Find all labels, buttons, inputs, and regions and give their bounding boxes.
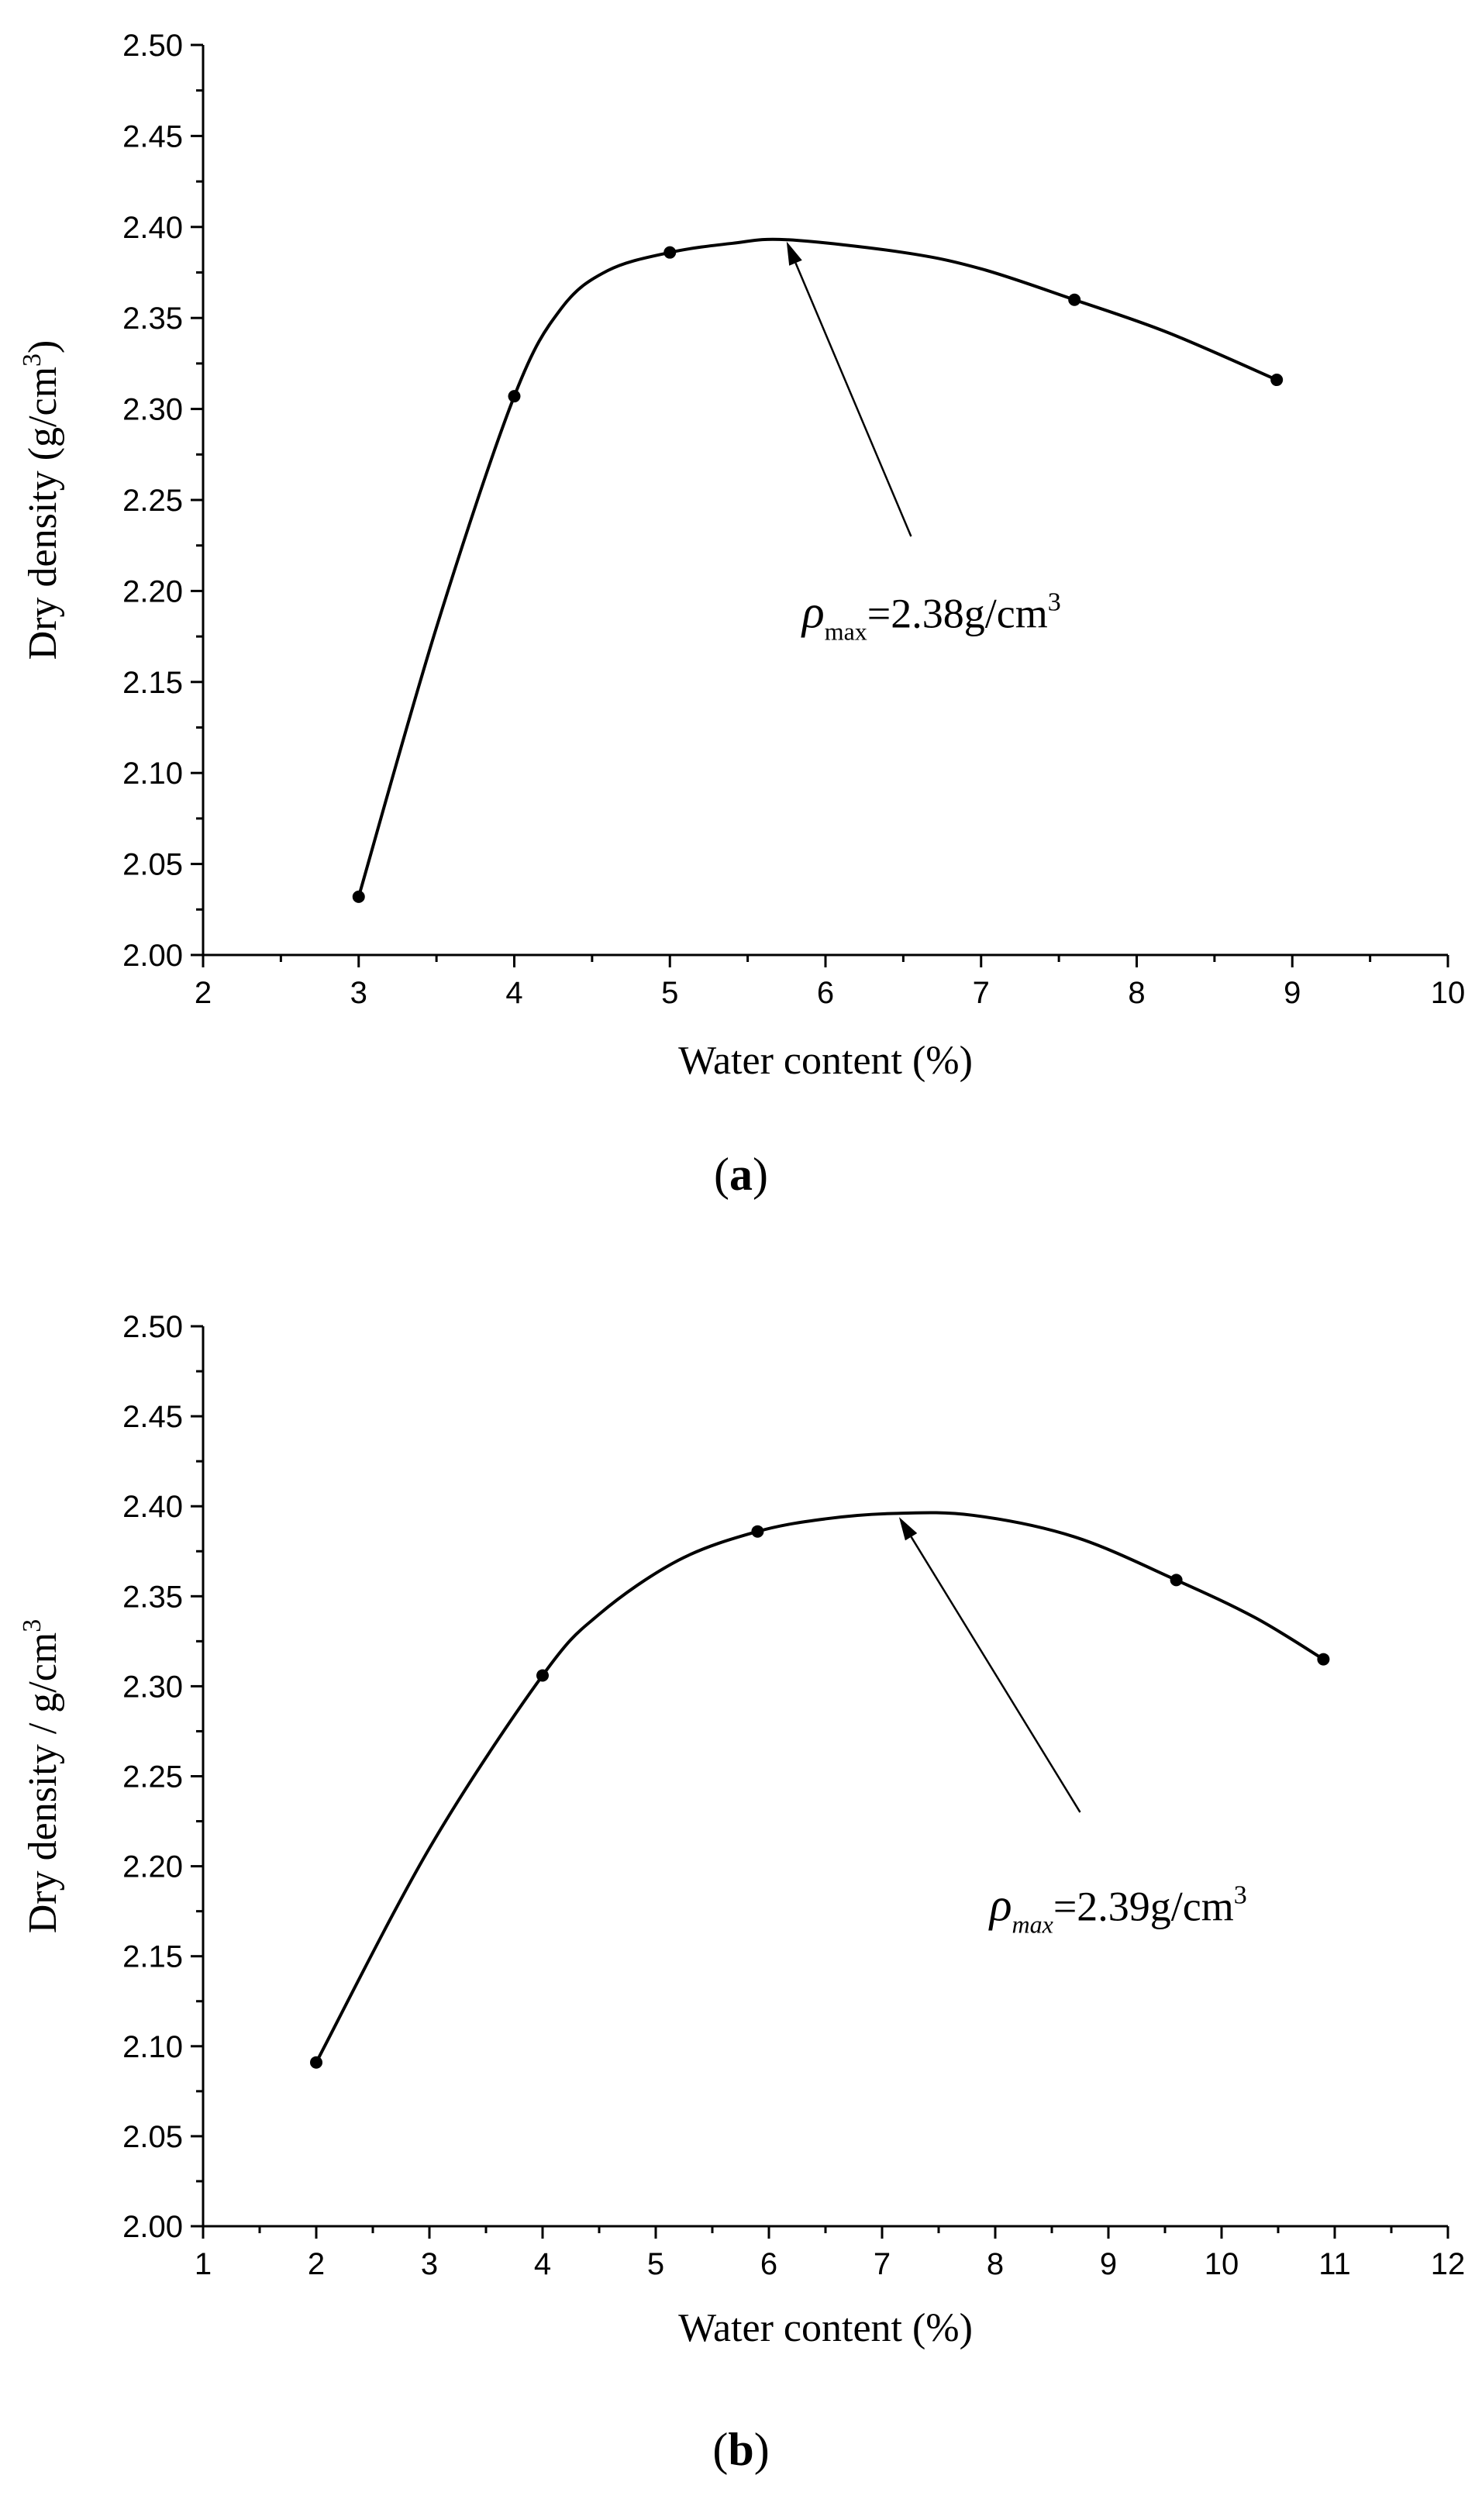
annotation-symbol: ρ — [988, 1879, 1012, 1930]
y-tick-label: 2.50 — [122, 29, 183, 63]
y-axis-title: Dry density / g/cm3 — [18, 1619, 65, 1934]
x-tick-label: 12 — [1431, 2247, 1466, 2281]
annotation-subscript: max — [1012, 1910, 1053, 1938]
y-axis-title-close: ) — [21, 340, 65, 353]
x-tick-label: 4 — [505, 976, 522, 1010]
y-tick-label: 2.40 — [122, 211, 183, 245]
data-point — [751, 1525, 764, 1538]
x-tick-label: 2 — [308, 2247, 325, 2281]
y-tick-label: 2.15 — [122, 1940, 183, 1974]
annotation-symbol: ρ — [801, 586, 825, 637]
annotation-value: =2.39g/cm — [1053, 1883, 1234, 1929]
y-axis-title-sup: 3 — [18, 353, 47, 367]
y-tick-label: 2.20 — [122, 1850, 183, 1884]
y-axis-title-main: Dry density (g/cm — [21, 367, 65, 660]
fit-curve — [315, 1511, 1325, 2063]
x-tick-label: 6 — [760, 2247, 777, 2281]
chart-panel-b: 1 2 3 4 5 6 7 8 9 10 11 12 2.00 2.05 2.10 2.15 2.20 2.25 2… — [0, 1260, 1482, 2520]
y-tick-label: 2.15 — [122, 666, 183, 700]
chart-panel-a: 2 3 4 5 6 7 8 9 10 2.00 2.05 2.10 2.15 2.20 2.25 2.30 2.… — [18, 29, 1466, 1200]
chart-b: 1 2 3 4 5 6 7 8 9 10 11 122.002.052.102.152.202.252… — [18, 1310, 1466, 2475]
x-tick-label: 8 — [987, 2247, 1004, 2281]
x-tick-label: 3 — [350, 976, 367, 1010]
data-point — [1317, 1653, 1330, 1666]
x-tick-label: 5 — [647, 2247, 664, 2281]
x-tick-label: 11 — [1318, 2247, 1351, 2281]
panel-label: (b) — [712, 2424, 769, 2475]
annotation-sup: 3 — [1234, 1881, 1247, 1909]
max-density-annotation: ρmax=2.39g/cm3 — [988, 1879, 1247, 1938]
annotation-arrow — [794, 262, 912, 537]
y-tick-label: 2.25 — [122, 484, 183, 518]
y-tick-label: 2.30 — [122, 393, 183, 427]
y-tick-label: 2.25 — [122, 1760, 183, 1794]
x-tick-label: 6 — [817, 976, 834, 1010]
data-point — [1170, 1574, 1183, 1587]
panel-label: (a) — [714, 1149, 768, 1200]
x-tick-label: 10 — [1431, 976, 1466, 1010]
data-point — [536, 1669, 549, 1682]
y-axis-title-main: Dry density / g/cm — [21, 1632, 65, 1934]
chart-a: 2 3 4 5 6 7 8 9 10 2.00 2.05 2.10 2.15 2.20 2.25 2.30 2.… — [18, 29, 1466, 1200]
x-axis-title: Water content (%) — [678, 2306, 973, 2350]
x-tick-label: 8 — [1128, 976, 1145, 1010]
x-tick-label: 9 — [1100, 2247, 1117, 2281]
annotation-subscript: max — [825, 617, 867, 645]
y-tick-label: 2.10 — [122, 757, 183, 791]
x-tick-label: 10 — [1205, 2247, 1239, 2281]
y-tick-label: 2.05 — [122, 848, 183, 882]
y-tick-label: 2.00 — [122, 2210, 183, 2244]
data-point — [663, 246, 677, 259]
y-tick-label: 2.05 — [122, 2120, 183, 2154]
x-tick-label: 1 — [195, 2247, 212, 2281]
y-tick-label: 2.35 — [122, 302, 183, 336]
annotation-arrowhead — [898, 1517, 918, 1541]
y-tick-label: 2.20 — [122, 574, 183, 608]
y-tick-label: 2.30 — [122, 1670, 183, 1704]
y-tick-label: 2.50 — [122, 1310, 183, 1344]
annotation-arrowhead — [786, 241, 802, 266]
annotation-arrow — [910, 1536, 1081, 1813]
y-tick-label: 2.35 — [122, 1580, 183, 1614]
y-axis-title-sup: 3 — [18, 1619, 47, 1632]
x-tick-label: 2 — [195, 976, 212, 1010]
annotation-value: =2.38g/cm — [867, 590, 1048, 636]
data-point — [508, 390, 521, 403]
fit-curve — [357, 237, 1277, 898]
y-axis-title: Dry density (g/cm3) — [18, 340, 65, 660]
data-point — [352, 890, 365, 903]
x-tick-label: 7 — [874, 2247, 891, 2281]
x-tick-label: 4 — [534, 2247, 551, 2281]
x-axis-title: Water content (%) — [678, 1039, 973, 1083]
data-point — [1068, 293, 1081, 306]
y-tick-label: 2.10 — [122, 2030, 183, 2064]
annotation-sup: 3 — [1048, 588, 1061, 616]
max-density-annotation: ρmax=2.38g/cm3 — [801, 586, 1061, 645]
y-tick-label: 2.40 — [122, 1490, 183, 1524]
x-tick-label: 9 — [1284, 976, 1301, 1010]
data-point — [1270, 374, 1284, 387]
x-tick-label: 7 — [973, 976, 990, 1010]
data-point — [310, 2056, 322, 2069]
y-tick-label: 2.45 — [122, 119, 183, 153]
x-tick-label: 5 — [661, 976, 678, 1010]
y-tick-label: 2.00 — [122, 939, 183, 973]
y-tick-label: 2.45 — [122, 1400, 183, 1434]
x-tick-label: 3 — [421, 2247, 438, 2281]
